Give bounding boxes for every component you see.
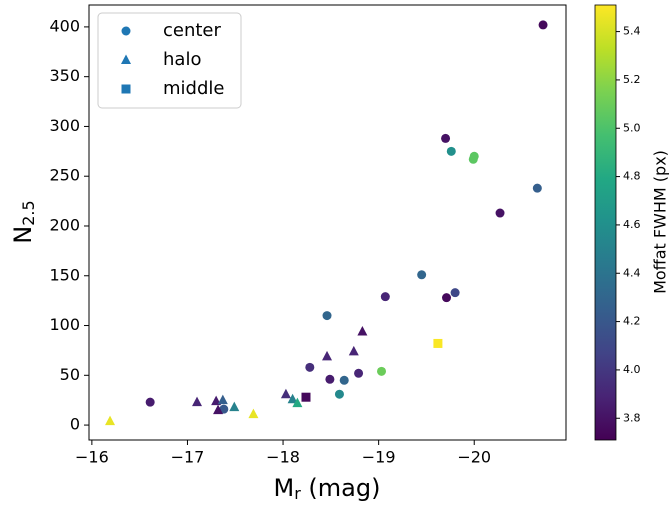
point xyxy=(105,415,116,426)
y-tick-label: 200 xyxy=(49,215,80,234)
point xyxy=(248,408,259,419)
colorbar-tick-label: 4.4 xyxy=(623,266,641,279)
colorbar-tick-label: 5.2 xyxy=(623,73,641,86)
legend xyxy=(97,12,242,109)
legend-label: halo xyxy=(163,49,201,70)
point xyxy=(442,293,452,303)
legend-marker xyxy=(121,26,131,36)
point xyxy=(532,183,542,193)
point xyxy=(334,389,344,399)
y-tick-label: 0 xyxy=(70,415,80,434)
point xyxy=(354,368,364,378)
point xyxy=(495,208,505,218)
x-tick-label: −19 xyxy=(362,448,396,467)
point xyxy=(217,394,228,405)
x-tick-label: −18 xyxy=(266,448,300,467)
point xyxy=(301,392,311,402)
point xyxy=(280,388,291,399)
point xyxy=(538,20,548,30)
point xyxy=(213,404,224,415)
colorbar-tick-label: 3.8 xyxy=(623,411,641,424)
colorbar xyxy=(594,4,617,441)
point xyxy=(145,397,155,407)
colorbar-tick-label: 5.4 xyxy=(623,25,641,38)
point xyxy=(441,133,451,143)
colorbar-tick-label: 4.0 xyxy=(623,363,641,376)
point xyxy=(380,292,390,302)
point xyxy=(357,325,368,336)
colorbar-tick-label: 4.2 xyxy=(623,315,641,328)
y-axis-label: N2.5 xyxy=(9,200,38,243)
x-axis-label: Mr (mag) xyxy=(274,474,381,503)
x-tick-label: −17 xyxy=(171,448,205,467)
point xyxy=(305,362,315,372)
legend-label: center xyxy=(163,20,222,41)
point xyxy=(433,338,443,348)
point xyxy=(322,350,333,361)
legend-label: middle xyxy=(163,78,224,99)
colorbar-label: Moffat FWHM (px) xyxy=(651,150,670,294)
x-tick-label: −20 xyxy=(457,448,491,467)
colorbar-tick-label: 4.6 xyxy=(623,218,641,231)
point xyxy=(468,154,478,164)
y-tick-label: 350 xyxy=(49,66,80,85)
y-tick-label: 50 xyxy=(60,365,80,384)
y-tick-label: 150 xyxy=(49,265,80,284)
y-tick-label: 400 xyxy=(49,16,80,35)
point xyxy=(229,401,240,412)
point xyxy=(348,345,359,356)
point xyxy=(325,374,335,384)
point xyxy=(339,375,349,385)
point xyxy=(322,311,332,321)
point xyxy=(446,146,456,156)
legend-marker xyxy=(121,54,131,64)
point xyxy=(377,366,387,376)
point xyxy=(287,393,298,404)
point xyxy=(292,397,303,408)
point xyxy=(417,270,427,280)
legend-marker xyxy=(121,84,131,94)
colorbar-tick-label: 4.8 xyxy=(623,170,641,183)
y-tick-label: 250 xyxy=(49,166,80,185)
y-tick-label: 300 xyxy=(49,116,80,135)
colorbar-tick-label: 5.0 xyxy=(623,121,641,134)
y-tick-label: 100 xyxy=(49,315,80,334)
plot-frame xyxy=(88,4,567,441)
point xyxy=(192,396,203,407)
point xyxy=(450,288,460,298)
x-tick-label: −16 xyxy=(75,448,109,467)
